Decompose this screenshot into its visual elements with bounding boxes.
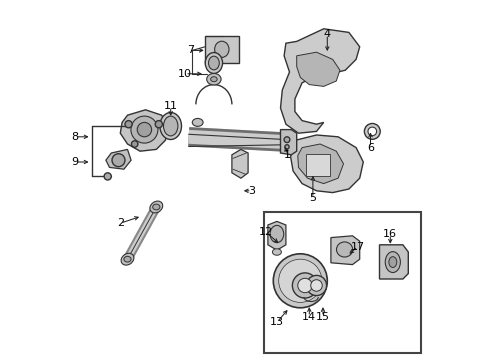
Ellipse shape (163, 116, 178, 136)
Ellipse shape (192, 118, 203, 126)
Ellipse shape (150, 201, 163, 213)
Text: 9: 9 (72, 157, 79, 167)
Text: 17: 17 (350, 242, 364, 252)
Ellipse shape (121, 253, 134, 265)
Circle shape (112, 154, 125, 167)
Text: 7: 7 (186, 45, 194, 55)
Circle shape (278, 259, 321, 302)
Ellipse shape (152, 204, 160, 210)
Ellipse shape (123, 256, 131, 262)
Text: 1: 1 (284, 150, 291, 160)
Ellipse shape (388, 257, 396, 267)
Text: 14: 14 (302, 312, 316, 322)
Polygon shape (231, 149, 247, 178)
Circle shape (284, 137, 289, 143)
Circle shape (292, 273, 317, 298)
Text: 3: 3 (248, 186, 255, 196)
Polygon shape (267, 221, 285, 250)
Polygon shape (106, 149, 131, 169)
Ellipse shape (269, 225, 283, 243)
Text: 6: 6 (366, 143, 373, 153)
Polygon shape (280, 130, 296, 155)
Circle shape (367, 127, 376, 136)
Circle shape (364, 123, 380, 139)
Bar (204, 36, 239, 63)
Polygon shape (280, 29, 359, 133)
Text: 11: 11 (163, 101, 177, 111)
Circle shape (131, 141, 138, 147)
Ellipse shape (160, 112, 181, 140)
Text: 15: 15 (315, 312, 329, 322)
Circle shape (310, 280, 322, 291)
Ellipse shape (206, 73, 221, 85)
Bar (264, 212, 420, 353)
Polygon shape (290, 135, 363, 193)
Ellipse shape (137, 122, 151, 137)
Polygon shape (120, 110, 168, 151)
Polygon shape (296, 52, 339, 86)
Circle shape (297, 278, 311, 293)
Polygon shape (379, 245, 407, 279)
Text: 13: 13 (269, 317, 284, 327)
Ellipse shape (131, 116, 158, 143)
Ellipse shape (210, 77, 217, 82)
Polygon shape (297, 144, 343, 184)
Text: 12: 12 (259, 227, 273, 237)
Polygon shape (330, 236, 359, 265)
Circle shape (284, 145, 288, 149)
Circle shape (306, 275, 326, 296)
Text: 5: 5 (309, 193, 316, 203)
Text: 8: 8 (72, 132, 79, 142)
Circle shape (273, 254, 326, 308)
Ellipse shape (205, 53, 222, 73)
Text: 16: 16 (383, 229, 396, 239)
Circle shape (155, 121, 162, 128)
Ellipse shape (385, 252, 400, 273)
Circle shape (125, 121, 132, 128)
Circle shape (104, 173, 111, 180)
Text: 10: 10 (178, 69, 192, 79)
Text: 4: 4 (323, 29, 330, 39)
Ellipse shape (336, 242, 352, 257)
Ellipse shape (272, 249, 281, 255)
Ellipse shape (208, 56, 219, 70)
Ellipse shape (214, 41, 228, 58)
Text: 2: 2 (117, 218, 123, 228)
Bar (306, 154, 329, 176)
